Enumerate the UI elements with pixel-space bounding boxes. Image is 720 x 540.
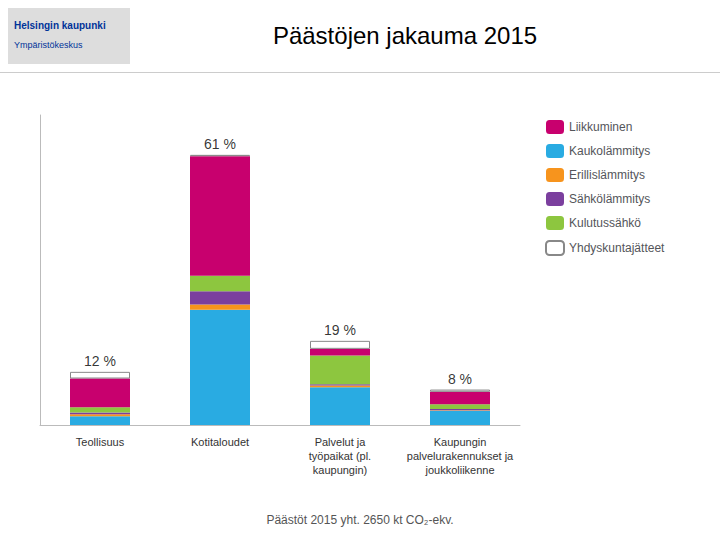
svg-text:Erillislämmitys: Erillislämmitys: [569, 168, 645, 182]
svg-text:8 %: 8 %: [448, 371, 472, 387]
svg-text:61 %: 61 %: [204, 136, 236, 152]
svg-text:Ympäristökeskus: Ympäristökeskus: [14, 40, 83, 50]
svg-text:Kaupungin: Kaupungin: [434, 436, 487, 448]
svg-text:Helsingin kaupunki: Helsingin kaupunki: [14, 20, 106, 31]
svg-text:Sähkölämmitys: Sähkölämmitys: [569, 192, 650, 206]
svg-text:palvelurakennukset ja: palvelurakennukset ja: [407, 450, 514, 462]
svg-text:Yhdyskuntajätteet: Yhdyskuntajätteet: [569, 241, 665, 255]
svg-text:Liikkuminen: Liikkuminen: [569, 120, 632, 134]
svg-text:joukkoliikenne: joukkoliikenne: [424, 464, 494, 476]
svg-text:Kulutussähkö: Kulutussähkö: [569, 216, 641, 230]
svg-text:19 %: 19 %: [324, 322, 356, 338]
svg-text:12 %: 12 %: [84, 353, 116, 369]
svg-text:Kotitaloudet: Kotitaloudet: [191, 436, 249, 448]
svg-text:Teollisuus: Teollisuus: [76, 436, 125, 448]
svg-text:Päästöjen jakauma 2015: Päästöjen jakauma 2015: [273, 22, 537, 49]
svg-text:Palvelut ja: Palvelut ja: [315, 436, 367, 448]
svg-text:työpaikat (pl.: työpaikat (pl.: [309, 450, 371, 462]
svg-text:Kaukolämmitys: Kaukolämmitys: [569, 144, 650, 158]
svg-text:kaupungin): kaupungin): [313, 464, 367, 476]
svg-text:Päästöt 2015 yht. 2650 kt CO₂-: Päästöt 2015 yht. 2650 kt CO₂-ekv.: [266, 513, 453, 527]
